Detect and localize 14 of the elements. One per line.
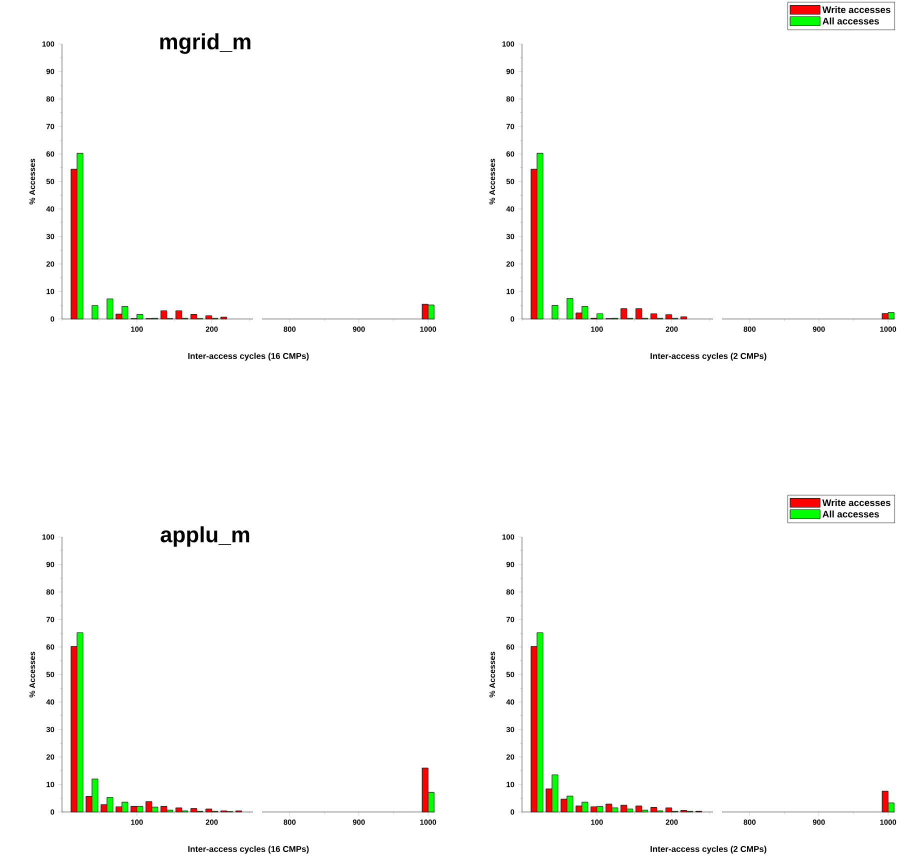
x-axis-title: Inter-access cycles (16 CMPs) — [188, 352, 309, 361]
y-axis-title: % Accesses — [29, 652, 36, 698]
legend-label: All accesses — [822, 17, 879, 24]
legend-label: Write accesses — [822, 499, 890, 506]
x-axis-title: Inter-access cycles (2 CMPs) — [650, 846, 766, 854]
legend-label: All accesses — [822, 510, 879, 518]
legend-label: Write accesses — [822, 6, 890, 14]
y-axis-title: % Accesses — [489, 652, 496, 698]
chart-title: mgrid_m — [160, 33, 250, 54]
y-axis-title: % Accesses — [489, 158, 496, 204]
x-axis-title: Inter-access cycles (2 CMPs) — [650, 352, 766, 361]
chart-title: applu_m — [160, 526, 250, 547]
x-axis-title: Inter-access cycles (16 CMPs) — [188, 846, 309, 854]
y-axis-title: % Accesses — [29, 158, 36, 204]
